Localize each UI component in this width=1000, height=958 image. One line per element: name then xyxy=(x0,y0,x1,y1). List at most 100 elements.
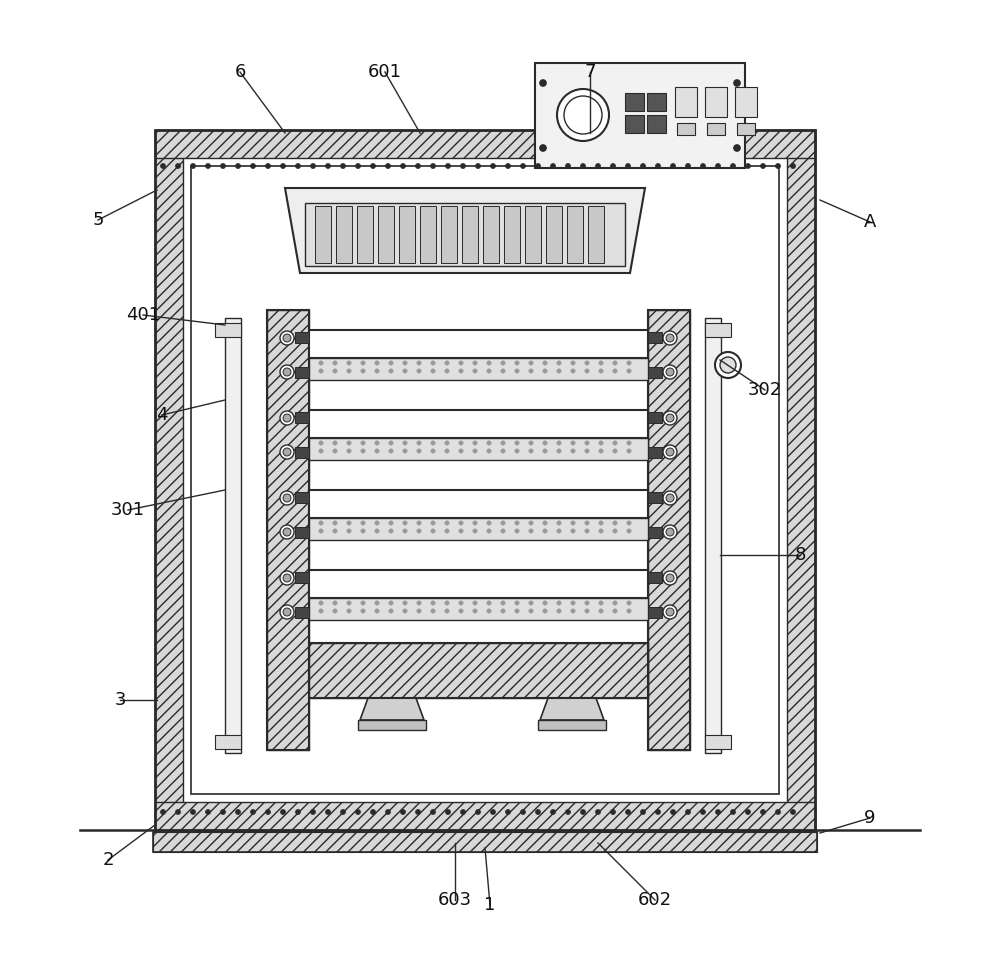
Bar xyxy=(705,323,731,337)
Circle shape xyxy=(571,361,575,365)
Circle shape xyxy=(627,369,631,374)
Circle shape xyxy=(627,441,631,445)
Bar xyxy=(504,206,520,263)
Circle shape xyxy=(627,529,631,534)
Text: 2: 2 xyxy=(102,851,114,869)
Circle shape xyxy=(529,521,533,525)
Text: 301: 301 xyxy=(111,501,145,519)
Circle shape xyxy=(473,361,477,365)
Circle shape xyxy=(730,164,736,169)
Circle shape xyxy=(585,441,589,445)
Circle shape xyxy=(557,369,561,374)
Bar xyxy=(675,87,697,117)
Circle shape xyxy=(557,529,561,534)
Circle shape xyxy=(431,601,435,605)
Circle shape xyxy=(340,810,346,814)
Circle shape xyxy=(540,145,546,151)
Circle shape xyxy=(417,448,421,453)
Circle shape xyxy=(746,164,750,169)
Circle shape xyxy=(473,448,477,453)
Bar xyxy=(295,572,309,583)
Circle shape xyxy=(515,448,519,453)
Circle shape xyxy=(375,448,379,453)
Bar xyxy=(267,310,309,750)
Circle shape xyxy=(557,448,561,453)
Circle shape xyxy=(501,601,505,605)
Circle shape xyxy=(487,529,491,534)
Circle shape xyxy=(333,361,337,365)
Bar xyxy=(309,490,648,518)
Circle shape xyxy=(389,361,393,365)
Circle shape xyxy=(571,521,575,525)
Circle shape xyxy=(487,369,491,374)
Bar xyxy=(295,332,309,343)
Circle shape xyxy=(431,441,435,445)
Bar xyxy=(705,87,727,117)
Circle shape xyxy=(460,164,466,169)
Bar xyxy=(225,318,241,753)
Text: A: A xyxy=(864,213,876,231)
Bar xyxy=(648,310,690,750)
Circle shape xyxy=(585,529,589,534)
Circle shape xyxy=(627,608,631,613)
Circle shape xyxy=(596,164,600,169)
Bar xyxy=(309,438,648,460)
Circle shape xyxy=(599,521,603,525)
Circle shape xyxy=(431,529,435,534)
Circle shape xyxy=(566,164,570,169)
Circle shape xyxy=(340,164,346,169)
Circle shape xyxy=(476,164,480,169)
Text: 5: 5 xyxy=(92,211,104,229)
Bar xyxy=(483,206,499,263)
Bar xyxy=(705,735,731,749)
Circle shape xyxy=(501,361,505,365)
Circle shape xyxy=(445,369,449,374)
Circle shape xyxy=(356,164,360,169)
Circle shape xyxy=(734,145,740,151)
Circle shape xyxy=(700,164,706,169)
Bar xyxy=(705,318,721,753)
Text: 1: 1 xyxy=(484,896,496,914)
Circle shape xyxy=(389,441,393,445)
Bar xyxy=(267,310,309,750)
Text: 601: 601 xyxy=(368,63,402,81)
Circle shape xyxy=(176,810,180,814)
Circle shape xyxy=(280,525,294,539)
Circle shape xyxy=(319,521,323,525)
Bar xyxy=(315,206,331,263)
Bar xyxy=(309,643,648,698)
Circle shape xyxy=(446,164,450,169)
Circle shape xyxy=(347,361,351,365)
Bar xyxy=(309,570,648,598)
Circle shape xyxy=(487,448,491,453)
Circle shape xyxy=(571,369,575,374)
Circle shape xyxy=(389,601,393,605)
Circle shape xyxy=(543,601,547,605)
Circle shape xyxy=(520,164,526,169)
Circle shape xyxy=(417,601,421,605)
Circle shape xyxy=(626,164,631,169)
Circle shape xyxy=(283,608,291,616)
Circle shape xyxy=(557,441,561,445)
Circle shape xyxy=(550,164,556,169)
Circle shape xyxy=(445,361,449,365)
Circle shape xyxy=(613,369,617,374)
Circle shape xyxy=(310,810,316,814)
Circle shape xyxy=(347,608,351,613)
Circle shape xyxy=(543,441,547,445)
Circle shape xyxy=(543,529,547,534)
Circle shape xyxy=(361,361,365,365)
Circle shape xyxy=(627,448,631,453)
Circle shape xyxy=(640,810,646,814)
Circle shape xyxy=(446,810,450,814)
Bar xyxy=(309,643,648,698)
Circle shape xyxy=(459,441,463,445)
Circle shape xyxy=(720,357,736,373)
Circle shape xyxy=(543,448,547,453)
Circle shape xyxy=(663,605,677,619)
Circle shape xyxy=(473,608,477,613)
Circle shape xyxy=(319,441,323,445)
Circle shape xyxy=(280,411,294,425)
Circle shape xyxy=(473,369,477,374)
Circle shape xyxy=(543,361,547,365)
